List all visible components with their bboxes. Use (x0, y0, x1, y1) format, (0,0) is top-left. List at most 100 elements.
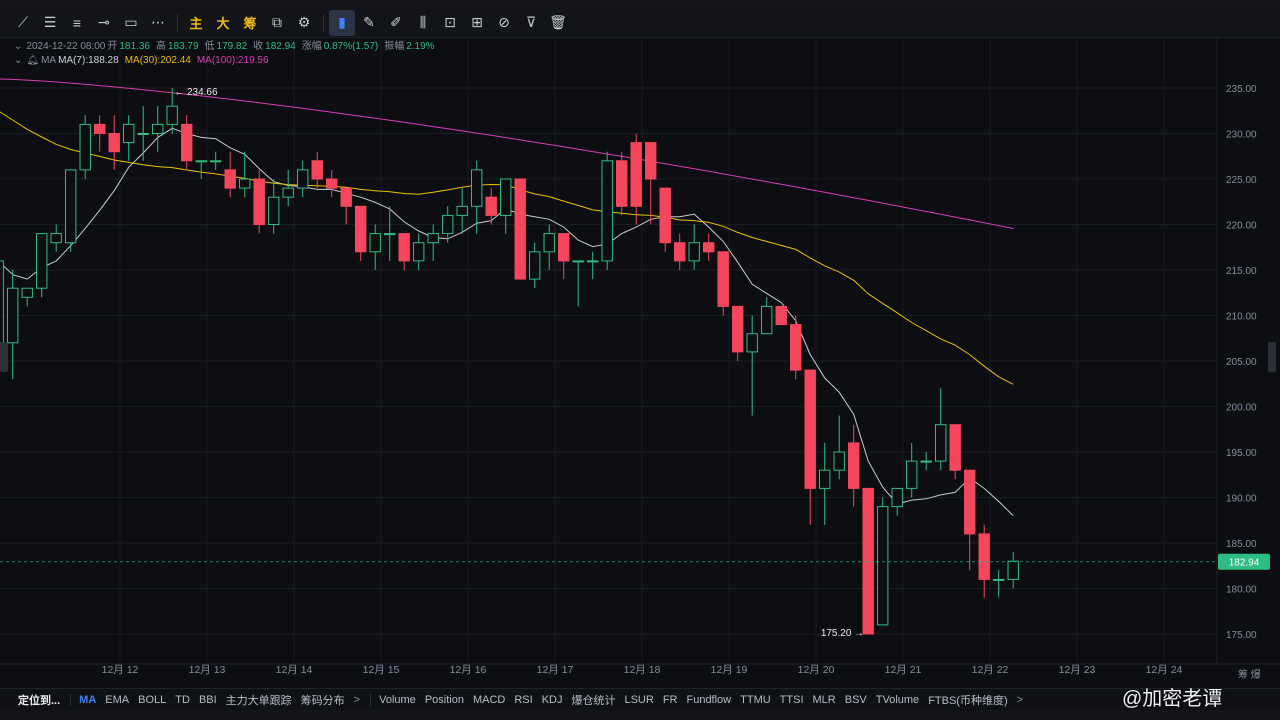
horizontal-lines-tool-icon[interactable]: ☰ (43, 14, 57, 30)
candle-up (442, 214, 454, 235)
candle-down (862, 487, 874, 635)
candle-up (1007, 560, 1019, 580)
x-tick-label: 12月 23 (1059, 664, 1096, 676)
indicator-main-0[interactable]: MA (79, 693, 97, 706)
open-label: 开 (107, 41, 118, 52)
bell-icon[interactable]: 🔔︎ (26, 55, 40, 66)
chevron-right-icon[interactable]: > (353, 693, 361, 706)
indicator-main-4[interactable]: BBI (198, 693, 217, 706)
indicator-sub-5[interactable]: 爆仓统计 (571, 694, 616, 707)
candle-up (239, 178, 251, 189)
change-label: 涨幅 (301, 41, 322, 52)
indicator-main-1[interactable]: EMA (105, 693, 130, 706)
toolbar-separator (177, 13, 178, 32)
indicator-sub-2[interactable]: MACD (472, 693, 506, 706)
candle-up (920, 460, 932, 463)
screenshot-tool-icon[interactable]: ⧉ (272, 14, 282, 30)
indicator-sub-3[interactable]: RSI (514, 693, 533, 706)
indicator-sub-11[interactable]: MLR (812, 693, 836, 706)
template-tool-icon[interactable]: ⊞ (471, 14, 483, 30)
ohlc-date: 2024-12-22 08:00 (26, 41, 106, 52)
chips-tool[interactable]: 筹 (243, 16, 257, 31)
ma100-legend: MA(100):219.56 (196, 55, 269, 66)
indicator-sub-1[interactable]: Position (424, 693, 464, 706)
indicator-sub-13[interactable]: TVolume (875, 693, 920, 706)
x-tick-label: 12月 24 (1146, 664, 1183, 676)
candle-down (224, 169, 236, 189)
indicator-sub-9[interactable]: TTMU (740, 693, 771, 706)
ma-legend-label[interactable]: MA (41, 55, 57, 66)
indicator-sub-8[interactable]: Fundflow (686, 693, 732, 706)
indicator-main-6[interactable]: 筹码分布 (300, 694, 345, 707)
candle-up (166, 105, 178, 125)
ray-tool-icon[interactable]: ⊸ (98, 14, 110, 30)
trend-line-tool-icon[interactable]: ⟋ (18, 14, 28, 30)
indicator-sub-0[interactable]: Volume (379, 693, 416, 706)
collapse-chevron-icon[interactable]: ⌄ (14, 55, 23, 66)
x-tick-label: 12月 16 (450, 664, 487, 676)
candle-up (384, 233, 396, 236)
ruler-tool-icon[interactable]: ✎ (363, 14, 375, 30)
amplitude-label: 振幅 (384, 41, 405, 52)
candle-up (543, 233, 555, 253)
delete-tool-icon[interactable]: 🗑 (549, 14, 567, 30)
indicator-main-3[interactable]: TD (175, 693, 190, 706)
bar-separator (370, 693, 372, 706)
indicator-sub-7[interactable]: FR (662, 693, 678, 706)
candle-up (688, 242, 700, 262)
bookmark-tool-icon[interactable]: ▮ (329, 9, 355, 36)
ma100-line (0, 78, 1014, 229)
candle-up (137, 133, 149, 135)
indicator-sub-4[interactable]: KDJ (541, 693, 563, 706)
x-tick-label: 12月 19 (711, 664, 748, 676)
close-value: 182.94 (265, 41, 296, 52)
filter-tool-icon[interactable]: ⊽ (525, 14, 537, 30)
x-tick-label: 12月 12 (102, 664, 139, 676)
locate-button[interactable]: 定位到... (18, 694, 61, 707)
candle-up (500, 178, 512, 216)
candle-up (572, 260, 584, 263)
indicator-main-2[interactable]: BOLL (138, 693, 167, 706)
indicator-sub-14[interactable]: FTBS(币种维度) (928, 694, 1008, 707)
candle-up (819, 469, 831, 489)
indicator-main-5[interactable]: 主力大单跟踪 (225, 694, 292, 707)
indicator-sub-6[interactable]: LSUR (624, 693, 654, 706)
right-panel-handle[interactable] (1268, 342, 1276, 372)
indicator-sub-10[interactable]: TTSI (779, 693, 804, 706)
collapse-chevron-icon[interactable]: ⌄ (14, 41, 23, 52)
candle-down (311, 160, 323, 180)
bar-separator (70, 693, 72, 706)
parallel-lines-tool-icon[interactable]: ≡ (72, 14, 82, 31)
chevron-right-icon[interactable]: > (1016, 693, 1024, 706)
settings-tool-icon[interactable]: ⚙ (297, 14, 311, 30)
candle-down (674, 242, 686, 262)
candle-up (456, 205, 468, 216)
compare-tool-icon[interactable]: ⫼ (419, 14, 427, 30)
candle-down (848, 442, 860, 489)
candle-up (413, 242, 425, 262)
amplitude-value: 2.19% (406, 41, 435, 52)
lock-tool-icon[interactable]: ⊡ (444, 14, 456, 30)
left-panel-handle[interactable] (0, 342, 8, 372)
candle-up (195, 160, 207, 163)
candle-up (471, 169, 483, 207)
brush-tool-icon[interactable]: ✐ (390, 14, 402, 30)
indicator-sub-12[interactable]: BSV (844, 693, 867, 706)
x-tick-label: 12月 17 (537, 664, 574, 676)
candle-down (790, 324, 802, 371)
rectangle-tool-icon[interactable]: ▭ (124, 14, 138, 30)
candle-down (732, 305, 744, 353)
candle-up (529, 251, 541, 280)
candle-down (485, 196, 497, 216)
magnet-tool-icon[interactable]: ⊘ (498, 14, 510, 30)
candle-up (427, 233, 439, 244)
candlestick-chart[interactable]: 235.00 230.00 225.00 220.00 215.00 210.00 205.… (0, 38, 1280, 688)
y-tick-label: 205.00 (1226, 357, 1257, 368)
large-order-tool[interactable]: 大 (216, 16, 230, 31)
candle-up (21, 287, 33, 298)
x-tick-label: 12月 21 (885, 664, 922, 676)
main-force-tool[interactable]: 主 (189, 16, 203, 31)
more-tools-icon[interactable]: ⋯ (151, 14, 165, 30)
close-label: 收 (253, 41, 264, 52)
y-tick-label: 230.00 (1226, 130, 1257, 141)
